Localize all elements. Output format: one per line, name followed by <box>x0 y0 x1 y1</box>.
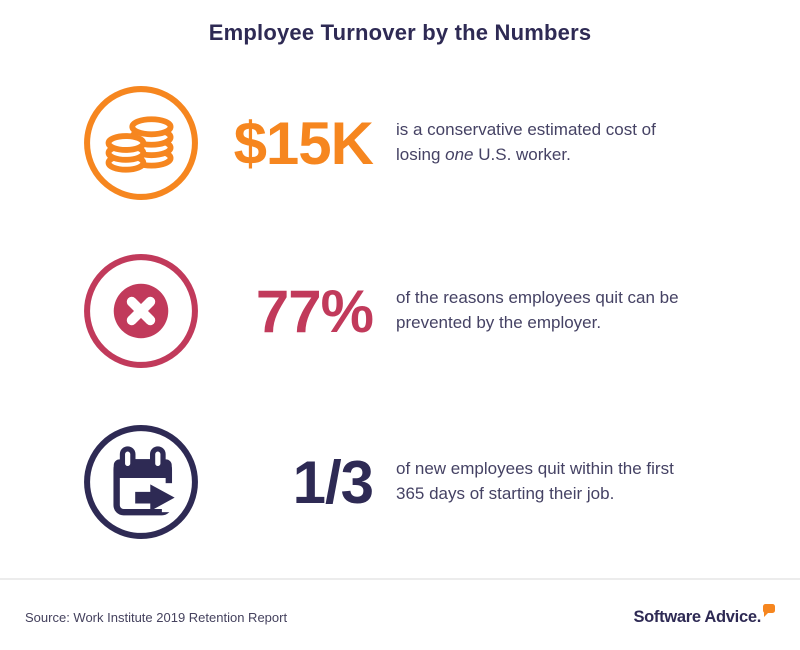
source-citation: Source: Work Institute 2019 Retention Re… <box>25 609 288 625</box>
stat-row-preventable: 77% of the reasons employees quit can be… <box>83 253 770 369</box>
speech-bubble-icon <box>763 603 775 617</box>
software-advice-logo: Software Advice. <box>633 603 775 627</box>
stat-row-cost: $15K is a conservative estimated cost of… <box>83 85 770 201</box>
page-title: Employee Turnover by the Numbers <box>208 20 592 45</box>
stat-value-cost: $15K <box>233 110 374 177</box>
stat-description-preventable: of the reasons employees quit can be pre… <box>396 288 679 332</box>
x-circle-icon <box>83 253 199 369</box>
stat-description-cost: is a conservative estimated cost of losi… <box>396 120 656 164</box>
logo-text: Software Advice. <box>633 607 761 626</box>
stat-value-first-year: 1/3 <box>292 449 374 516</box>
stat-description-first-year: of new employees quit within the first 3… <box>396 459 674 503</box>
footer: Source: Work Institute 2019 Retention Re… <box>0 592 800 642</box>
stat-row-first-year: 1/3 of new employees quit within the fir… <box>83 424 770 540</box>
stat-value-preventable: 77% <box>255 278 374 345</box>
calendar-export-icon <box>83 424 199 540</box>
coins-icon <box>83 85 199 201</box>
footer-divider <box>0 578 800 580</box>
